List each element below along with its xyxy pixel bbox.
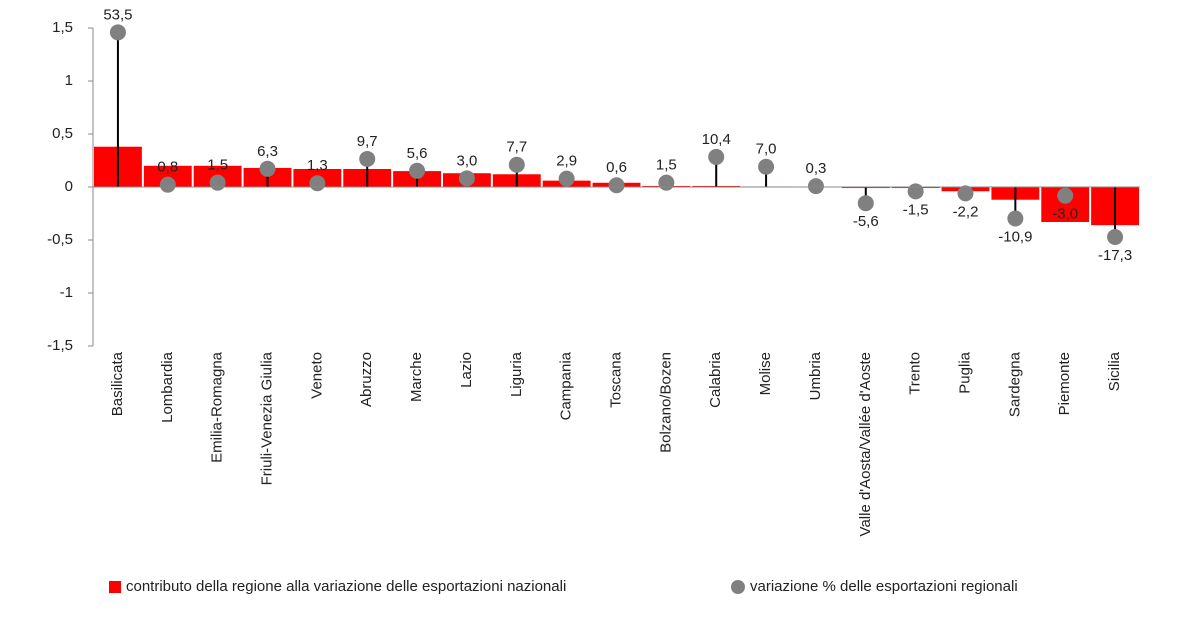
- dot: [409, 163, 425, 179]
- data-label: 1,5: [656, 157, 677, 174]
- dot: [509, 157, 525, 173]
- dot: [609, 177, 625, 193]
- y-tick-label: 0,5: [52, 125, 73, 142]
- dot: [1057, 188, 1073, 204]
- x-tick-label: Molise: [757, 352, 774, 395]
- data-label: 3,0: [456, 152, 477, 169]
- x-tick-label: Piemonte: [1056, 352, 1073, 415]
- dot: [708, 149, 724, 165]
- dot: [808, 178, 824, 194]
- data-label: 2,9: [556, 153, 577, 170]
- x-tick-label: Sardegna: [1006, 351, 1023, 417]
- x-tick-label: Puglia: [956, 351, 973, 393]
- x-tick-label: Liguria: [508, 351, 525, 397]
- dot: [459, 170, 475, 186]
- x-tick-label: Sicilia: [1106, 351, 1123, 391]
- dot: [758, 159, 774, 175]
- dot: [658, 175, 674, 191]
- data-label: -10,9: [998, 228, 1032, 245]
- dot: [359, 151, 375, 167]
- dot: [559, 171, 575, 187]
- dot: [858, 195, 874, 211]
- data-label: -5,6: [853, 213, 879, 230]
- legend-swatch: [731, 580, 745, 594]
- dot: [1007, 211, 1023, 227]
- data-label: 5,6: [407, 145, 428, 162]
- x-tick-label: Basilicata: [109, 351, 126, 416]
- x-tick-label: Valle d'Aosta/Vallée d'Aoste: [857, 352, 874, 536]
- y-tick-label: 0: [65, 178, 73, 195]
- data-label: 7,0: [756, 141, 777, 158]
- dot: [958, 185, 974, 201]
- dot: [110, 24, 126, 40]
- data-label: 10,4: [702, 131, 731, 148]
- dot: [1107, 229, 1123, 245]
- data-label: 0,8: [157, 159, 178, 176]
- data-label: 9,7: [357, 133, 378, 150]
- data-label: 0,6: [606, 159, 627, 176]
- x-tick-label: Friuli-Venezia Giulia: [258, 351, 275, 485]
- x-tick-label: Trento: [907, 352, 924, 395]
- dot: [260, 161, 276, 177]
- x-tick-label: Lombardia: [159, 351, 176, 423]
- y-tick-label: 1: [65, 72, 73, 89]
- dot: [908, 183, 924, 199]
- data-label: -1,5: [903, 201, 929, 218]
- data-label: 7,7: [506, 139, 527, 156]
- y-tick-label: -1: [60, 284, 73, 301]
- dot: [309, 175, 325, 191]
- data-label: 53,5: [103, 6, 132, 23]
- x-tick-label: Abruzzo: [358, 352, 375, 407]
- x-tick-label: Umbria: [807, 351, 824, 400]
- legend-label: variazione % delle esportazioni regional…: [750, 578, 1018, 595]
- y-tick-label: -1,5: [47, 337, 73, 354]
- x-tick-label: Calabria: [707, 351, 724, 408]
- x-tick-label: Campania: [558, 351, 575, 420]
- x-tick-label: Bolzano/Bozen: [657, 352, 674, 453]
- y-tick-label: -0,5: [47, 231, 73, 248]
- y-tick-label: 1,5: [52, 19, 73, 36]
- legend-label: contributo della regione alla variazione…: [126, 578, 566, 595]
- data-label: 6,3: [257, 143, 278, 160]
- data-label: -17,3: [1098, 247, 1132, 264]
- x-tick-label: Lazio: [458, 352, 475, 388]
- data-label: 0,3: [805, 160, 826, 177]
- data-label: -2,2: [953, 203, 979, 220]
- data-label: 1,3: [307, 157, 328, 174]
- x-tick-label: Marche: [408, 352, 425, 402]
- data-label: -3,0: [1052, 206, 1078, 223]
- x-tick-label: Veneto: [308, 352, 325, 399]
- dot: [160, 177, 176, 193]
- data-label: 1,5: [207, 157, 228, 174]
- legend-swatch: [109, 581, 121, 593]
- x-tick-label: Toscana: [607, 351, 624, 408]
- x-tick-label: Emilia-Romagna: [209, 351, 226, 463]
- dot: [210, 175, 226, 191]
